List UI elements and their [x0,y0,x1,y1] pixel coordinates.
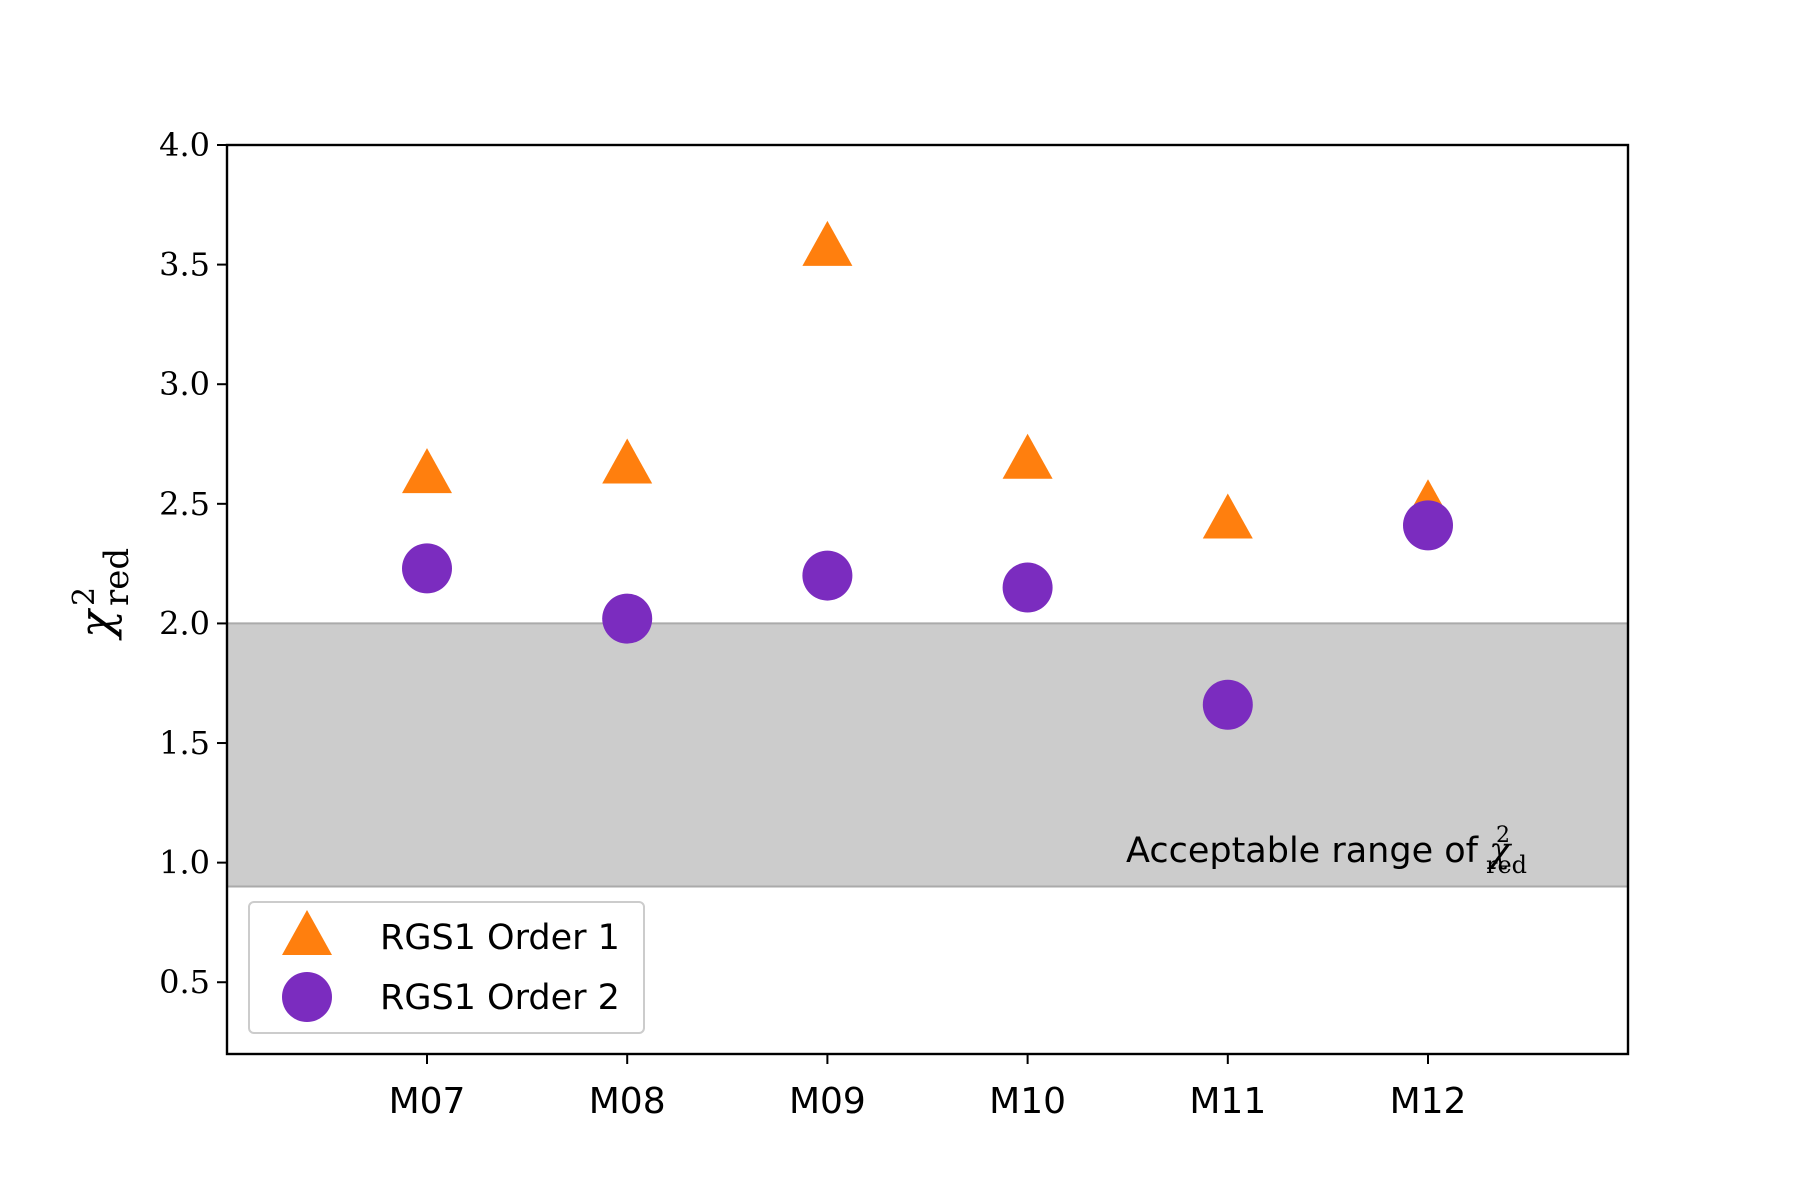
circle-marker [1002,562,1053,613]
band-label: Acceptable range of χ [1126,831,1512,871]
triangle-marker [602,438,653,484]
y-tick-label: 4.0 [159,126,210,164]
y-axis-label-superscript: 2 [67,587,102,606]
legend: RGS1 Order 1 RGS1 Order 2 [248,901,645,1034]
y-axis-label-symbol: χ [69,607,123,641]
x-tick-label: M09 [789,1081,866,1122]
acceptable-range-band [227,623,1628,887]
circle-marker [402,543,452,594]
legend-box [248,901,645,1034]
y-axis-label-subscript: red [97,548,137,606]
circle-marker [1202,679,1253,730]
y-tick-label: 2.5 [159,485,210,523]
y-tick-label: 2.0 [159,604,210,642]
y-tick-label: 1.0 [159,844,210,882]
legend-triangle-marker [282,910,332,955]
plot-frame [225,143,1630,1056]
circle-marker [1403,500,1453,551]
triangle-marker [402,448,452,494]
band-label-text: Acceptable range of [1126,831,1489,871]
triangle-marker [1002,433,1053,479]
circle-marker [802,550,853,601]
band-label-subscript: red [1486,851,1527,879]
y-tick-label: 3.5 [159,246,210,284]
y-tick-label: 3.0 [159,365,210,403]
triangle-marker [1202,493,1253,539]
legend-entry-label: RGS1 Order 2 [380,978,620,1018]
y-tick-label: 1.5 [159,724,210,762]
triangle-marker [802,220,853,266]
acceptable-range-band-layer: Acceptable range of χ2 red [227,622,1628,888]
axes-layer: 0.5 1.0 1.5 2.0 2.5 3.0 3.5 4.0 M07 M08 M09 M10 M11 M… [67,126,1630,1122]
legend-circle-marker [282,972,332,1022]
x-tick-label: M07 [389,1081,466,1122]
x-tick-label: M12 [1390,1081,1467,1122]
band-label-superscript: 2 [1496,823,1510,848]
y-tick-label: 0.5 [159,963,210,1001]
circle-marker [602,593,653,644]
x-tick-label: M10 [989,1081,1066,1122]
x-tick-label: M08 [589,1081,666,1122]
x-tick-label: M11 [1189,1081,1266,1122]
marks-layer [402,220,1453,730]
legend-entry-label: RGS1 Order 1 [380,918,620,958]
band-label-symbol: χ [1486,831,1512,871]
